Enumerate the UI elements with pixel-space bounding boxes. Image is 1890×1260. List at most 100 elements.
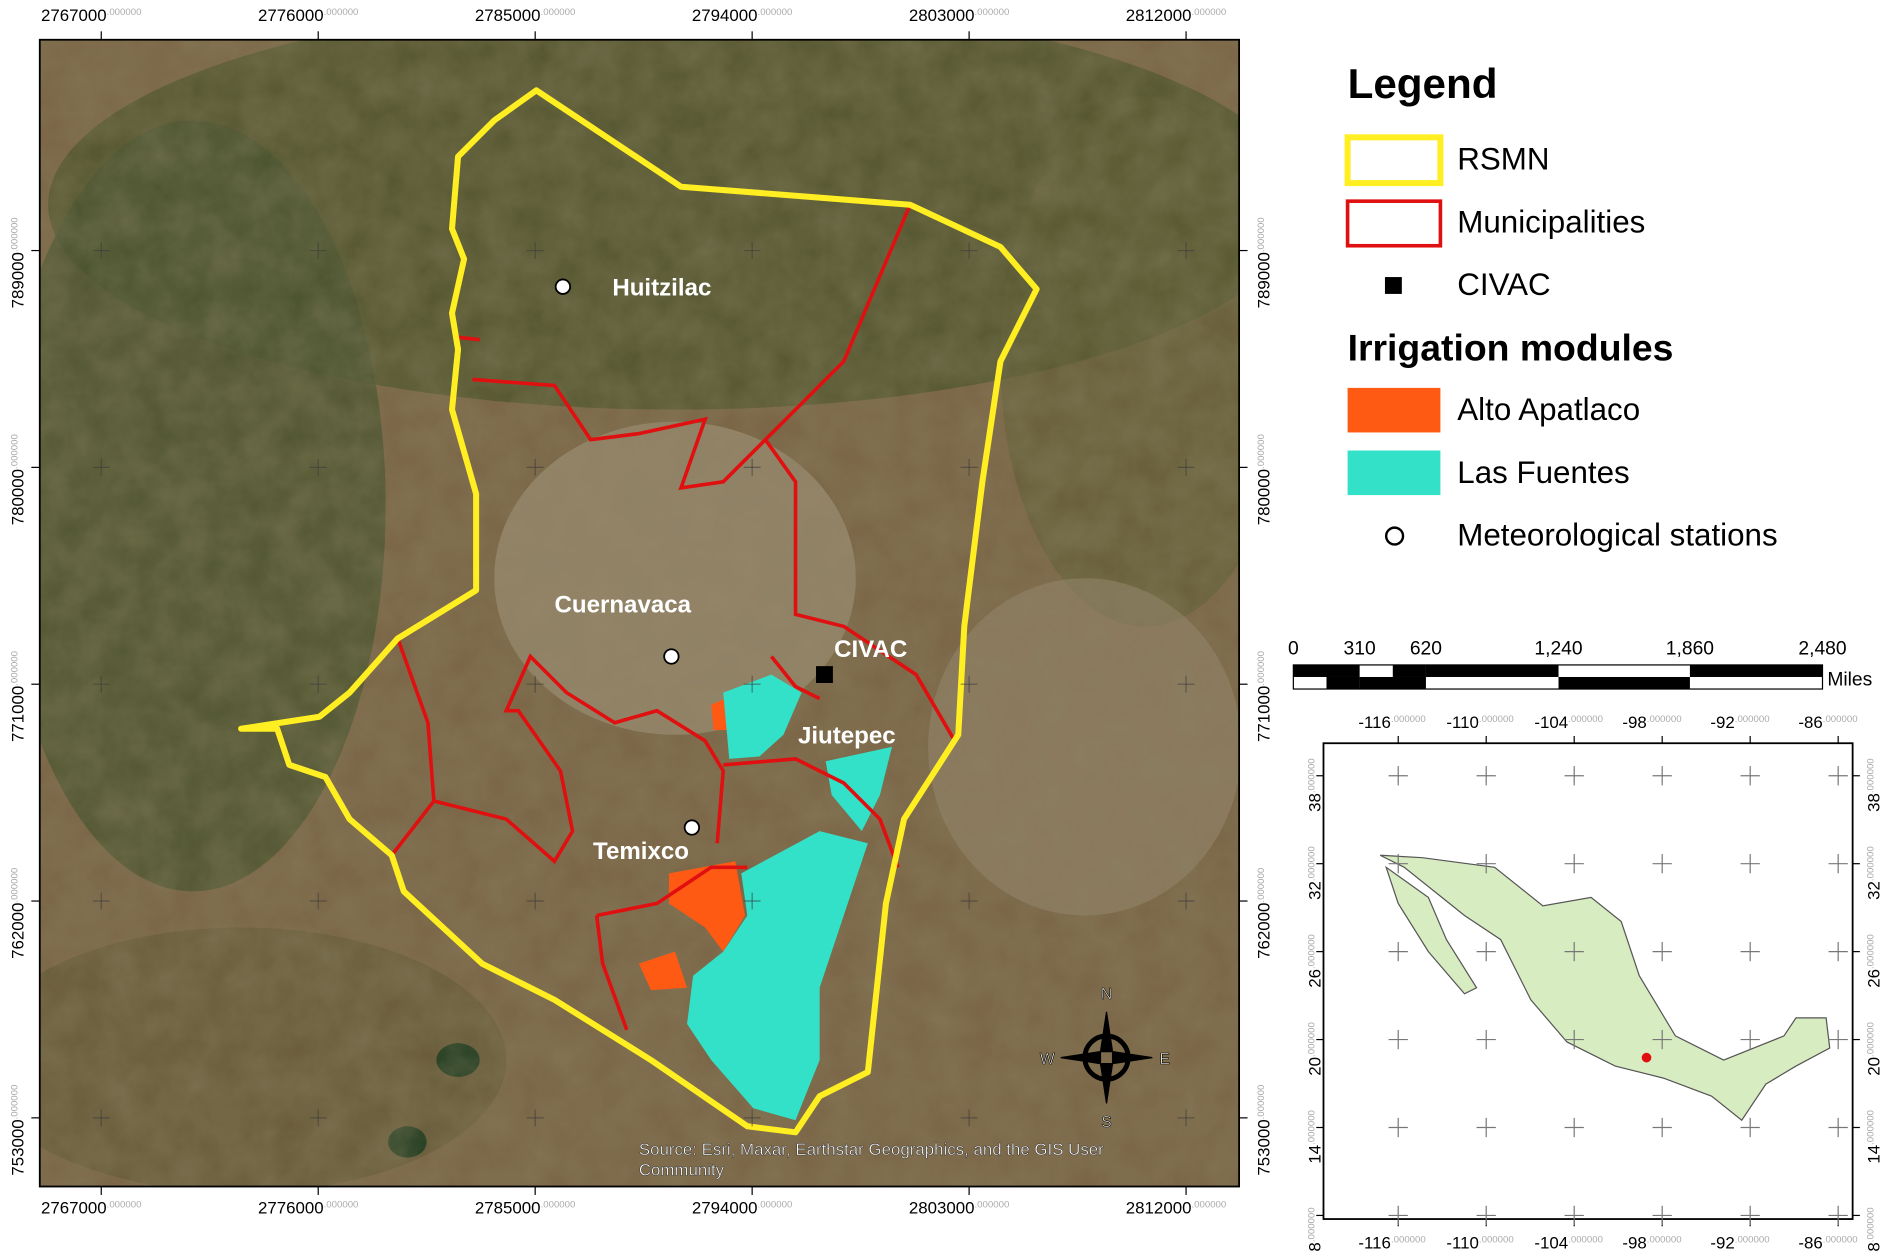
scale-bar-segment [1425,664,1559,677]
rsmn-boundary [238,87,1040,1136]
source-credit: Community [639,1160,725,1179]
inset-y-tick-label: 14.000000 [1865,1110,1884,1164]
inset-y-tick-label-decimals: .000000 [1306,758,1317,793]
inset-y-tick-label: 26.000000 [1865,934,1884,988]
legend-label: Alto Apatlaco [1457,392,1640,427]
inset-x-tick-label-main: -104 [1534,1234,1568,1253]
legend-label: Municipalities [1457,204,1645,239]
inset-x-tick-label: -86.000000 [1798,713,1857,732]
legend-label: CIVAC [1457,267,1550,302]
inset-x-tick-label: -110.000000 [1446,713,1513,732]
map-y-tick-label-decimals: .000000 [9,868,20,903]
map-y-tick-label: 780000.000000 [9,434,28,525]
map-x-tick-label-main: 2767000 [41,1199,107,1218]
map-x-tick-label-decimals: .000000 [541,7,576,18]
inset-x-tick-label: -86.000000 [1798,1234,1857,1253]
inset-y-tick-label: 20.000000 [1865,1022,1884,1076]
inset-x-tick-label-main: -110 [1446,713,1479,732]
map-x-tick-label-main: 2767000 [41,6,107,25]
las-fuentes-area [687,831,868,1121]
inset-x-tick-label: -98.000000 [1622,1234,1681,1253]
inset-x-tick-label: -104.000000 [1534,713,1603,732]
map-x-tick-label: 2812000.000000 [1126,1199,1226,1218]
map-x-tick-label-main: 2803000 [909,1199,975,1218]
legend-label: RSMN [1457,142,1549,177]
scale-bar-unit: Miles [1827,670,1872,691]
legend-swatch-station [1384,526,1405,546]
inset-y-tick-label: 26.000000 [1306,934,1325,988]
scale-bar-segment [1392,664,1426,677]
map-y-tick-label-main: 780000 [1255,469,1274,525]
scale-bar-segment [1359,676,1426,690]
map-y-tick-label: 753000.000000 [9,1085,28,1176]
source-credit: Source: Esri, Maxar, Earthstar Geographi… [639,1140,1104,1159]
mexico-inset [1379,854,1831,1122]
inset-x-tick-label: -110.000000 [1446,1234,1513,1253]
inset-y-tick-label-main: 20 [1865,1057,1884,1076]
map-x-tick-label: 2812000.000000 [1126,6,1226,25]
alto-apatlaco-area [638,951,688,991]
legend-subtitle: Irrigation modules [1348,326,1674,368]
compass-letter: W [1040,1051,1055,1068]
inset-x-tick-label-decimals: .000000 [1568,1234,1603,1245]
alto-apatlaco-area [711,698,729,730]
map-x-tick-label-main: 2785000 [475,1199,541,1218]
inset-x-tick-label-decimals: .000000 [1479,714,1514,725]
legend-swatch-civac [1384,277,1402,294]
scale-bar-label: 0 [1288,638,1299,659]
satellite-map [39,39,1240,1187]
inset-x-tick-label-decimals: .000000 [1479,1234,1514,1245]
map-x-tick-label: 2803000.000000 [909,1199,1009,1218]
inset-y-tick-label: 8.000000 [1306,1207,1325,1251]
map-y-tick-label-main: 789000 [1255,252,1274,308]
legend-title: Legend [1348,60,1498,107]
map-x-tick-label: 2767000.000000 [41,6,141,25]
inset-x-tick-label-decimals: .000000 [1647,714,1682,725]
scale-bar-segment [1327,676,1360,690]
inset-x-tick-label-main: -116 [1358,713,1391,732]
place-label: Cuernavaca [554,591,691,618]
inset-x-tick-label-decimals: .000000 [1391,714,1426,725]
legend-swatch-alto-apatlaco [1347,387,1441,433]
map-y-tick-label: 789000.000000 [1255,217,1274,308]
meteorological-station [683,819,701,836]
map-x-tick-label-decimals: .000000 [107,7,142,18]
meteorological-station [663,648,680,665]
map-x-tick-label-decimals: .000000 [758,1199,793,1210]
inset-x-tick-label-main: -98 [1622,713,1646,732]
map-y-tick-label-main: 789000 [9,252,28,308]
map-x-tick-label-main: 2812000 [1126,1199,1192,1218]
inset-x-tick-label-main: -104 [1534,713,1568,732]
compass-letter: E [1160,1051,1170,1068]
inset-x-tick-label-main: -92 [1710,1234,1734,1253]
scale-bar-label: 620 [1410,638,1442,659]
inset-x-tick-label-decimals: .000000 [1568,714,1603,725]
map-y-tick-label-decimals: .000000 [1255,651,1266,686]
map-x-tick-label-decimals: .000000 [975,7,1010,18]
map-x-tick-label-decimals: .000000 [758,7,793,18]
map-x-tick-label-decimals: .000000 [324,1199,359,1210]
map-y-tick-label-main: 762000 [9,903,28,959]
inset-y-tick-label-decimals: .000000 [1865,758,1876,793]
map-y-tick-label: 789000.000000 [9,217,28,308]
map-y-tick-label-decimals: .000000 [9,1085,20,1120]
map-x-tick-label: 2785000.000000 [475,1199,575,1218]
map-x-tick-label-decimals: .000000 [1191,1199,1226,1210]
inset-x-tick-label-main: -116 [1358,1234,1391,1253]
map-y-tick-label: 771000.000000 [9,651,28,742]
map-x-tick-label-main: 2776000 [258,6,324,25]
inset-x-tick-label: -104.000000 [1534,1234,1603,1253]
map-x-tick-label-main: 2785000 [475,6,541,25]
inset-y-tick-label-decimals: .000000 [1306,1110,1317,1145]
inset-x-tick-label-main: -98 [1622,1234,1646,1253]
inset-y-tick-label: 14.000000 [1306,1110,1325,1164]
scale-bar-segment [1293,664,1360,677]
inset-y-tick-label-decimals: .000000 [1865,1207,1876,1242]
las-fuentes-area [723,674,802,759]
map-y-tick-label-decimals: .000000 [9,651,20,686]
inset-y-tick-label-decimals: .000000 [1865,1110,1876,1145]
map-x-tick-label: 2794000.000000 [692,6,792,25]
map-y-tick-label-decimals: .000000 [1255,434,1266,469]
compass [1060,1011,1153,1104]
inset-y-tick-label-decimals: .000000 [1865,1022,1876,1057]
